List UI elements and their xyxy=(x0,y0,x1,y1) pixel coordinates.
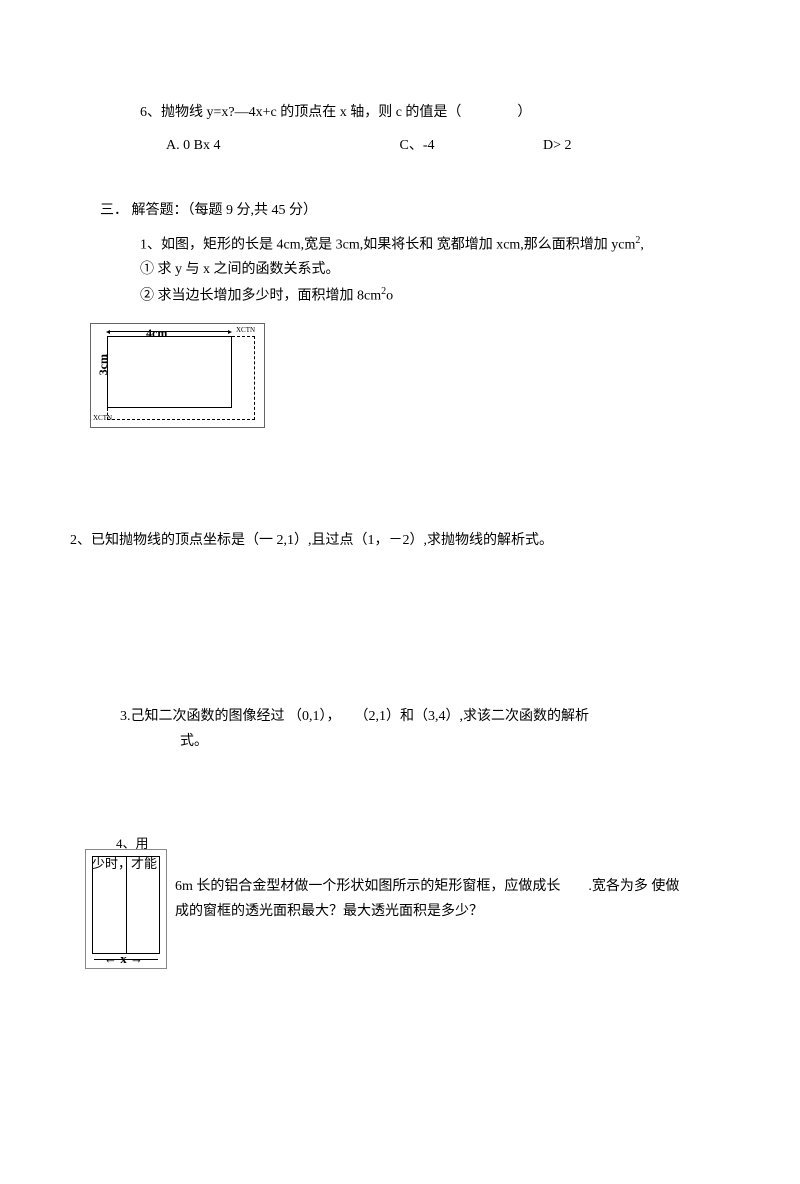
x-label: ← x → xyxy=(104,947,143,970)
question-6: 6、抛物线 y=x?—4x+c 的顶点在 x 轴，则 c 的值是（ ） xyxy=(140,100,700,125)
q4-text2: 成的窗框的透光面积最大？最大透光面积是多少？ xyxy=(175,899,700,924)
q1-line1: 1、如图，矩形的长是 4cm,宽是 3cm,如果将长和 宽都增加 xcm,那么面… xyxy=(140,232,700,258)
question-3: 3.己知二次函数的图像经过 （0,1）， （2,1）和（3,4）,求该二次函数的… xyxy=(120,704,700,754)
question-4: ← x → 4、用 少时，才能 6m 长的铝合金型材做一个形状如图所示的矩形窗框… xyxy=(85,884,700,934)
section-3-title: 三． 解答题：（每题 9 分,共 45 分） xyxy=(100,198,700,223)
option-a: A. 0 Bx 4 xyxy=(166,133,396,158)
q4-text1: 6m 长的铝合金型材做一个形状如图所示的矩形窗框，应做成长 .宽各为多 使做 xyxy=(175,874,700,899)
q1-sub2: ② 求当边长增加多少时，面积增加 8cm2o xyxy=(140,283,700,309)
diagram-window: ← x → 4、用 少时，才能 xyxy=(85,849,167,969)
diagram-rectangle: 4cm 3cm XCTN XCTN xyxy=(90,323,265,428)
small-label-1: XCTN xyxy=(236,324,255,337)
q4-overlay2: 少时，才能 xyxy=(92,852,157,875)
q6-text: 6、抛物线 y=x?—4x+c 的顶点在 x 轴，则 c 的值是（ ） xyxy=(140,105,531,120)
q3-line2: 式。 xyxy=(180,729,700,754)
q1-sub1: ① 求 y 与 x 之间的函数关系式。 xyxy=(140,257,700,282)
option-c: C、-4 xyxy=(400,133,540,158)
question-2: 2、已知抛物线的顶点坐标是（一 2,1）,且过点（1，－2）,求抛物线的解析式。 xyxy=(70,528,700,553)
q4-text: 6m 长的铝合金型材做一个形状如图所示的矩形窗框，应做成长 .宽各为多 使做 成… xyxy=(175,874,700,924)
small-label-2: XCTN xyxy=(93,412,112,425)
q6-options: A. 0 Bx 4 C、-4 D> 2 xyxy=(166,133,700,158)
option-d: D> 2 xyxy=(543,133,572,158)
q3-line1: 3.己知二次函数的图像经过 （0,1）， （2,1）和（3,4）,求该二次函数的… xyxy=(120,704,700,729)
